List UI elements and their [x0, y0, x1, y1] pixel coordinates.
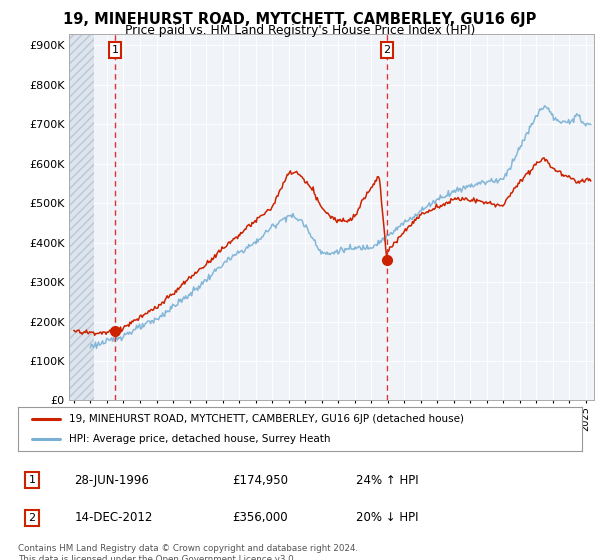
- Text: 19, MINEHURST ROAD, MYTCHETT, CAMBERLEY, GU16 6JP (detached house): 19, MINEHURST ROAD, MYTCHETT, CAMBERLEY,…: [69, 414, 464, 424]
- Text: 24% ↑ HPI: 24% ↑ HPI: [356, 474, 419, 487]
- Text: 2: 2: [29, 513, 35, 523]
- Text: HPI: Average price, detached house, Surrey Heath: HPI: Average price, detached house, Surr…: [69, 434, 330, 444]
- Text: 14-DEC-2012: 14-DEC-2012: [74, 511, 153, 525]
- Bar: [69, 34, 94, 400]
- Text: £356,000: £356,000: [232, 511, 288, 525]
- Text: £174,950: £174,950: [232, 474, 289, 487]
- Text: Price paid vs. HM Land Registry's House Price Index (HPI): Price paid vs. HM Land Registry's House …: [125, 24, 475, 37]
- Text: 2: 2: [383, 45, 391, 55]
- Text: 20% ↓ HPI: 20% ↓ HPI: [356, 511, 419, 525]
- Text: 28-JUN-1996: 28-JUN-1996: [74, 474, 149, 487]
- Text: 1: 1: [29, 475, 35, 485]
- Text: Contains HM Land Registry data © Crown copyright and database right 2024.
This d: Contains HM Land Registry data © Crown c…: [18, 544, 358, 560]
- Text: 1: 1: [112, 45, 119, 55]
- Text: 19, MINEHURST ROAD, MYTCHETT, CAMBERLEY, GU16 6JP: 19, MINEHURST ROAD, MYTCHETT, CAMBERLEY,…: [64, 12, 536, 27]
